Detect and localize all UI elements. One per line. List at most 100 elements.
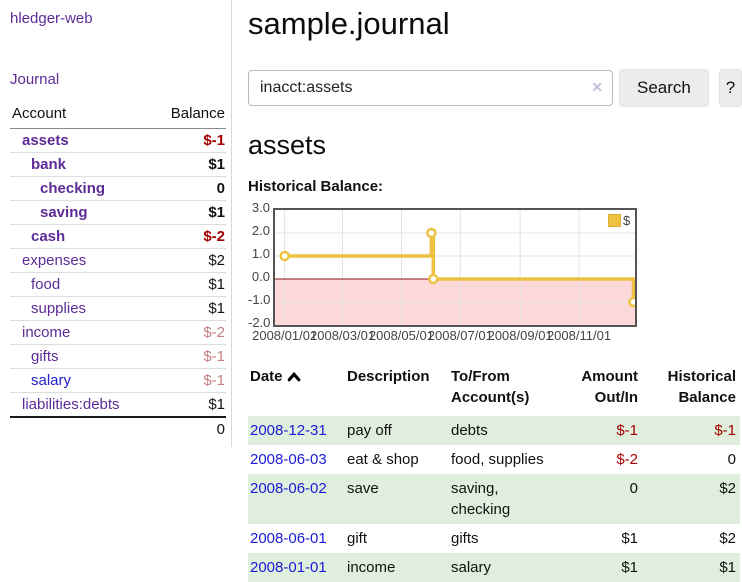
transaction-date-link[interactable]: 2008-01-01 bbox=[250, 559, 327, 576]
transaction-row: 2008-01-01 income salary $1 $1 bbox=[248, 553, 740, 582]
search-input[interactable] bbox=[248, 70, 613, 106]
chart-label: Historical Balance: bbox=[248, 178, 384, 195]
accounts-column-header-balance: Balance bbox=[151, 102, 226, 129]
transaction-description: income bbox=[347, 559, 396, 576]
chart-plot-area bbox=[273, 208, 637, 327]
transaction-balance: $2 bbox=[719, 480, 736, 497]
x-axis-tick-label: 2008/07/01 bbox=[427, 328, 493, 343]
account-row: checking 0 bbox=[10, 176, 226, 201]
account-balance: $1 bbox=[151, 152, 226, 177]
transactions-header-row: Date Description To/From Account(s) Amou… bbox=[248, 366, 740, 416]
account-row: gifts $-1 bbox=[10, 344, 226, 369]
column-header-date[interactable]: Date bbox=[248, 366, 345, 416]
account-heading: assets bbox=[248, 130, 327, 160]
transaction-amount: $-1 bbox=[616, 422, 638, 439]
column-header-amount: Amount Out/In bbox=[581, 368, 638, 406]
account-balance: $-1 bbox=[203, 132, 225, 149]
account-row: supplies $1 bbox=[10, 296, 226, 321]
transaction-accounts: saving, checking bbox=[451, 480, 511, 518]
account-balance: $1 bbox=[151, 200, 226, 225]
sidebar-item-journal[interactable]: Journal bbox=[10, 71, 60, 88]
account-row: assets $-1 bbox=[10, 129, 226, 153]
transaction-date-link[interactable]: 2008-06-01 bbox=[250, 530, 327, 547]
account-link[interactable]: salary bbox=[31, 372, 72, 389]
transaction-amount: $1 bbox=[621, 530, 638, 547]
historical-balance-chart: 3.0 2.0 1.0 0.0 -1.0 -2.0 2008/01/01 2008/03/01… bbox=[248, 200, 668, 344]
accounts-total-row: 0 bbox=[10, 416, 226, 441]
x-axis-tick-label: 2008/09/01 bbox=[487, 328, 553, 343]
app-title-link[interactable]: hledger-web bbox=[10, 10, 93, 27]
transaction-amount: $-2 bbox=[616, 451, 638, 468]
account-link[interactable]: cash bbox=[31, 228, 66, 245]
transaction-date-link[interactable]: 2008-12-31 bbox=[250, 422, 327, 439]
account-row: cash $-2 bbox=[10, 224, 226, 249]
x-axis-tick-label: 2008/01/01 bbox=[252, 328, 318, 343]
transaction-amount: 0 bbox=[629, 480, 638, 497]
account-balance: $-2 bbox=[151, 224, 226, 249]
accounts-column-header-account: Account bbox=[10, 102, 152, 129]
column-header-description: Description bbox=[347, 368, 430, 385]
x-axis-tick-label: 2008/11/01 bbox=[546, 328, 612, 343]
account-balance: $-1 bbox=[151, 368, 226, 393]
y-axis-tick-label: 2.0 bbox=[251, 223, 270, 238]
account-row: expenses $2 bbox=[10, 248, 226, 273]
transaction-accounts: gifts bbox=[451, 530, 479, 547]
transaction-balance: $2 bbox=[719, 530, 736, 547]
transaction-description: pay off bbox=[347, 422, 392, 439]
sidebar: hledger-web Journal Account Balance asse… bbox=[0, 0, 232, 447]
account-link[interactable]: assets bbox=[22, 132, 69, 149]
transaction-row: 2008-06-03 eat & shop food, supplies $-2 0 bbox=[248, 445, 740, 474]
account-link[interactable]: gifts bbox=[31, 348, 59, 365]
account-link[interactable]: income bbox=[22, 324, 71, 341]
legend-swatch-icon bbox=[608, 214, 621, 227]
transaction-date-link[interactable]: 2008-06-03 bbox=[250, 451, 327, 468]
transaction-description: save bbox=[347, 480, 379, 497]
account-link[interactable]: checking bbox=[40, 180, 106, 197]
account-row: bank $1 bbox=[10, 152, 226, 177]
transaction-amount: $1 bbox=[621, 559, 638, 576]
account-row: liabilities:debts $1 bbox=[10, 392, 226, 417]
transaction-row: 2008-12-31 pay off debts $-1 $-1 bbox=[248, 416, 740, 445]
account-balance: $2 bbox=[151, 248, 226, 273]
chart-legend: $ bbox=[607, 213, 632, 228]
account-balance: 0 bbox=[151, 176, 226, 201]
account-row: income $-2 bbox=[10, 320, 226, 345]
column-header-accounts: To/From Account(s) bbox=[451, 368, 530, 406]
transaction-description: eat & shop bbox=[347, 451, 419, 468]
transaction-date-link[interactable]: 2008-06-02 bbox=[250, 480, 327, 497]
account-link[interactable]: liabilities:debts bbox=[22, 396, 120, 413]
clear-search-icon[interactable]: ✕ bbox=[591, 79, 603, 95]
transaction-balance: $1 bbox=[719, 559, 736, 576]
account-balance: $1 bbox=[151, 392, 226, 417]
transaction-balance: 0 bbox=[727, 451, 736, 468]
transaction-row: 2008-06-02 save saving, checking 0 $2 bbox=[248, 474, 740, 524]
account-balance: $-1 bbox=[151, 344, 226, 369]
transactions-table: Date Description To/From Account(s) Amou… bbox=[248, 366, 740, 582]
account-link[interactable]: food bbox=[31, 276, 61, 293]
account-link[interactable]: saving bbox=[40, 204, 88, 221]
account-row: salary $-1 bbox=[10, 368, 226, 393]
x-axis-tick-label: 2008/03/01 bbox=[310, 328, 376, 343]
y-axis-tick-label: 3.0 bbox=[251, 200, 270, 215]
x-axis-tick-label: 2008/05/01 bbox=[368, 328, 434, 343]
account-link[interactable]: supplies bbox=[31, 300, 87, 317]
help-button[interactable]: ? bbox=[718, 69, 742, 107]
account-link[interactable]: bank bbox=[31, 156, 67, 173]
transaction-balance: $-1 bbox=[714, 422, 736, 439]
y-axis-tick-label: -2.0 bbox=[248, 315, 271, 330]
accounts-table: Account Balance assets $-1 bank $1 checking 0… bbox=[10, 102, 226, 441]
column-header-balance: Historical Balance bbox=[667, 368, 736, 406]
sort-ascending-icon bbox=[287, 371, 300, 382]
legend-label: $ bbox=[623, 213, 631, 228]
transaction-accounts: food, supplies bbox=[451, 451, 544, 468]
account-balance: $1 bbox=[151, 296, 226, 321]
account-row: food $1 bbox=[10, 272, 226, 297]
search-bar: ✕ Search ? bbox=[248, 69, 742, 107]
main-content: sample.journal ✕ Search ? assets Histori… bbox=[248, 0, 742, 582]
search-button[interactable]: Search bbox=[619, 69, 709, 107]
transaction-accounts: salary bbox=[451, 559, 492, 576]
y-axis-tick-label: 0.0 bbox=[251, 269, 270, 284]
chart-canvas bbox=[275, 210, 635, 325]
transaction-accounts: debts bbox=[451, 422, 488, 439]
account-link[interactable]: expenses bbox=[22, 252, 87, 269]
